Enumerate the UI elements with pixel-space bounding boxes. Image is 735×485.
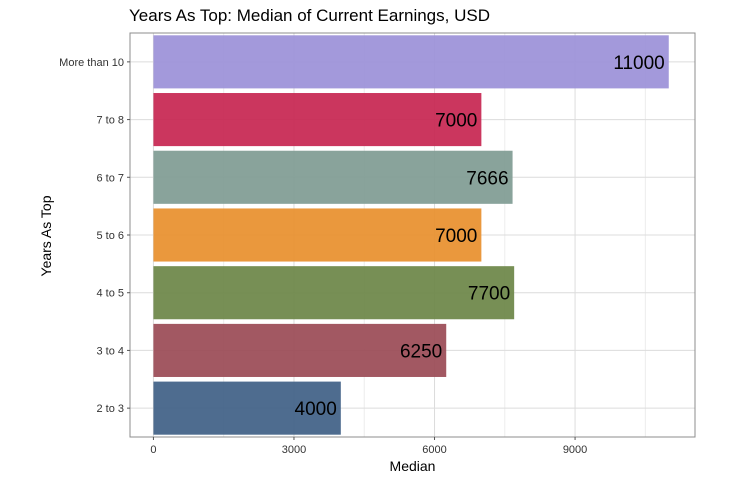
y-tick-label: 2 to 3 xyxy=(96,403,124,415)
x-axis-ticks: 0 3000 6000 9000 xyxy=(150,437,587,456)
y-tick-label: 5 to 6 xyxy=(96,230,124,242)
y-tick-label: 7 to 8 xyxy=(96,115,124,127)
y-tick-label: 6 to 7 xyxy=(96,172,124,184)
bar-value-label: 7000 xyxy=(435,226,477,247)
x-tick-label: 0 xyxy=(150,444,156,456)
bar xyxy=(153,93,482,147)
bar xyxy=(153,381,341,435)
bar-value-label: 7700 xyxy=(468,284,510,305)
y-tick-label: More than 10 xyxy=(59,57,124,69)
bar-value-label: 6250 xyxy=(400,341,442,362)
bar xyxy=(153,208,482,262)
y-axis-ticks: 2 to 3 3 to 4 4 to 5 5 to 6 6 to 7 7 to 8 More… xyxy=(59,57,130,415)
y-tick-label: 4 to 5 xyxy=(96,288,124,300)
bar xyxy=(153,323,447,377)
y-axis-title: Years As Top xyxy=(38,195,54,277)
bar-labels: 4000 6250 7700 7000 7666 7000 11000 xyxy=(295,53,665,420)
bar-value-label: 11000 xyxy=(613,53,664,74)
x-axis-title: Median xyxy=(389,458,436,474)
x-tick-label: 3000 xyxy=(282,444,306,456)
bar xyxy=(153,150,513,204)
chart-title: Years As Top: Median of Current Earnings… xyxy=(129,6,490,25)
bar xyxy=(153,266,515,320)
x-tick-label: 9000 xyxy=(563,444,587,456)
bar-value-label: 7000 xyxy=(435,111,477,132)
bar-value-label: 4000 xyxy=(295,399,337,420)
bars xyxy=(153,35,669,435)
y-tick-label: 3 to 4 xyxy=(96,345,124,357)
bar-value-label: 7666 xyxy=(466,168,508,189)
bar xyxy=(153,35,669,89)
x-tick-label: 6000 xyxy=(422,444,446,456)
